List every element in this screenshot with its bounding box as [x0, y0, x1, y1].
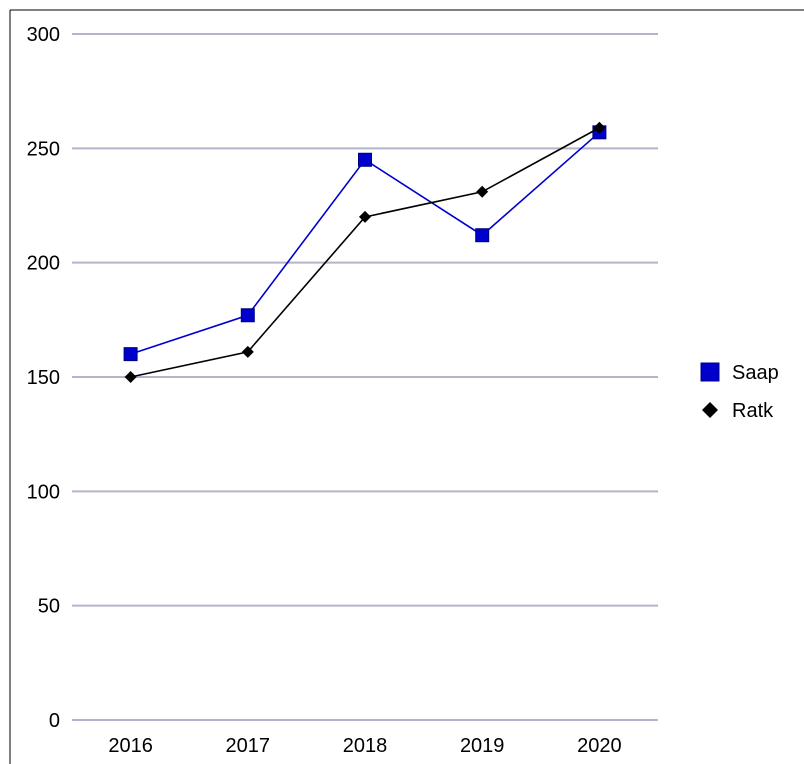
legend-item-ratk: Ratk	[702, 400, 774, 422]
data-point-saap	[240, 308, 255, 323]
data-point-ratk	[124, 371, 137, 383]
data-point-ratk	[593, 121, 606, 134]
x-tick-label: 2016	[108, 735, 153, 757]
y-tick-label: 100	[27, 481, 60, 503]
y-tick-label: 0	[49, 710, 60, 732]
legend-label-ratk: Ratk	[732, 400, 774, 422]
x-tick-label: 2019	[460, 735, 505, 757]
y-tick-label: 50	[38, 596, 60, 618]
legend: Saap Ratk	[700, 362, 779, 422]
series-ratk	[124, 121, 606, 383]
y-axis-ticks: 0 50 100 150 200 250 300	[27, 24, 60, 732]
x-axis-ticks: 2016 2017 2018 2019 2020	[108, 735, 621, 757]
data-point-saap	[358, 152, 372, 167]
x-tick-label: 2017	[226, 735, 271, 757]
legend-swatch-ratk	[702, 402, 718, 418]
y-tick-label: 200	[27, 253, 60, 275]
series-group	[123, 121, 607, 383]
data-point-saap	[475, 228, 490, 243]
data-point-ratk	[476, 185, 489, 198]
legend-item-saap: Saap	[700, 362, 779, 384]
gridlines	[72, 33, 658, 721]
legend-swatch-saap	[700, 362, 720, 382]
data-point-ratk	[241, 345, 254, 358]
data-point-ratk	[359, 210, 371, 223]
legend-label-saap: Saap	[732, 362, 779, 384]
y-tick-label: 150	[27, 367, 60, 389]
y-tick-label: 300	[27, 24, 60, 46]
x-tick-label: 2018	[343, 735, 388, 757]
data-point-saap	[123, 347, 138, 362]
series-saap	[123, 125, 607, 362]
x-tick-label: 2020	[577, 735, 622, 757]
y-tick-label: 250	[27, 138, 60, 160]
